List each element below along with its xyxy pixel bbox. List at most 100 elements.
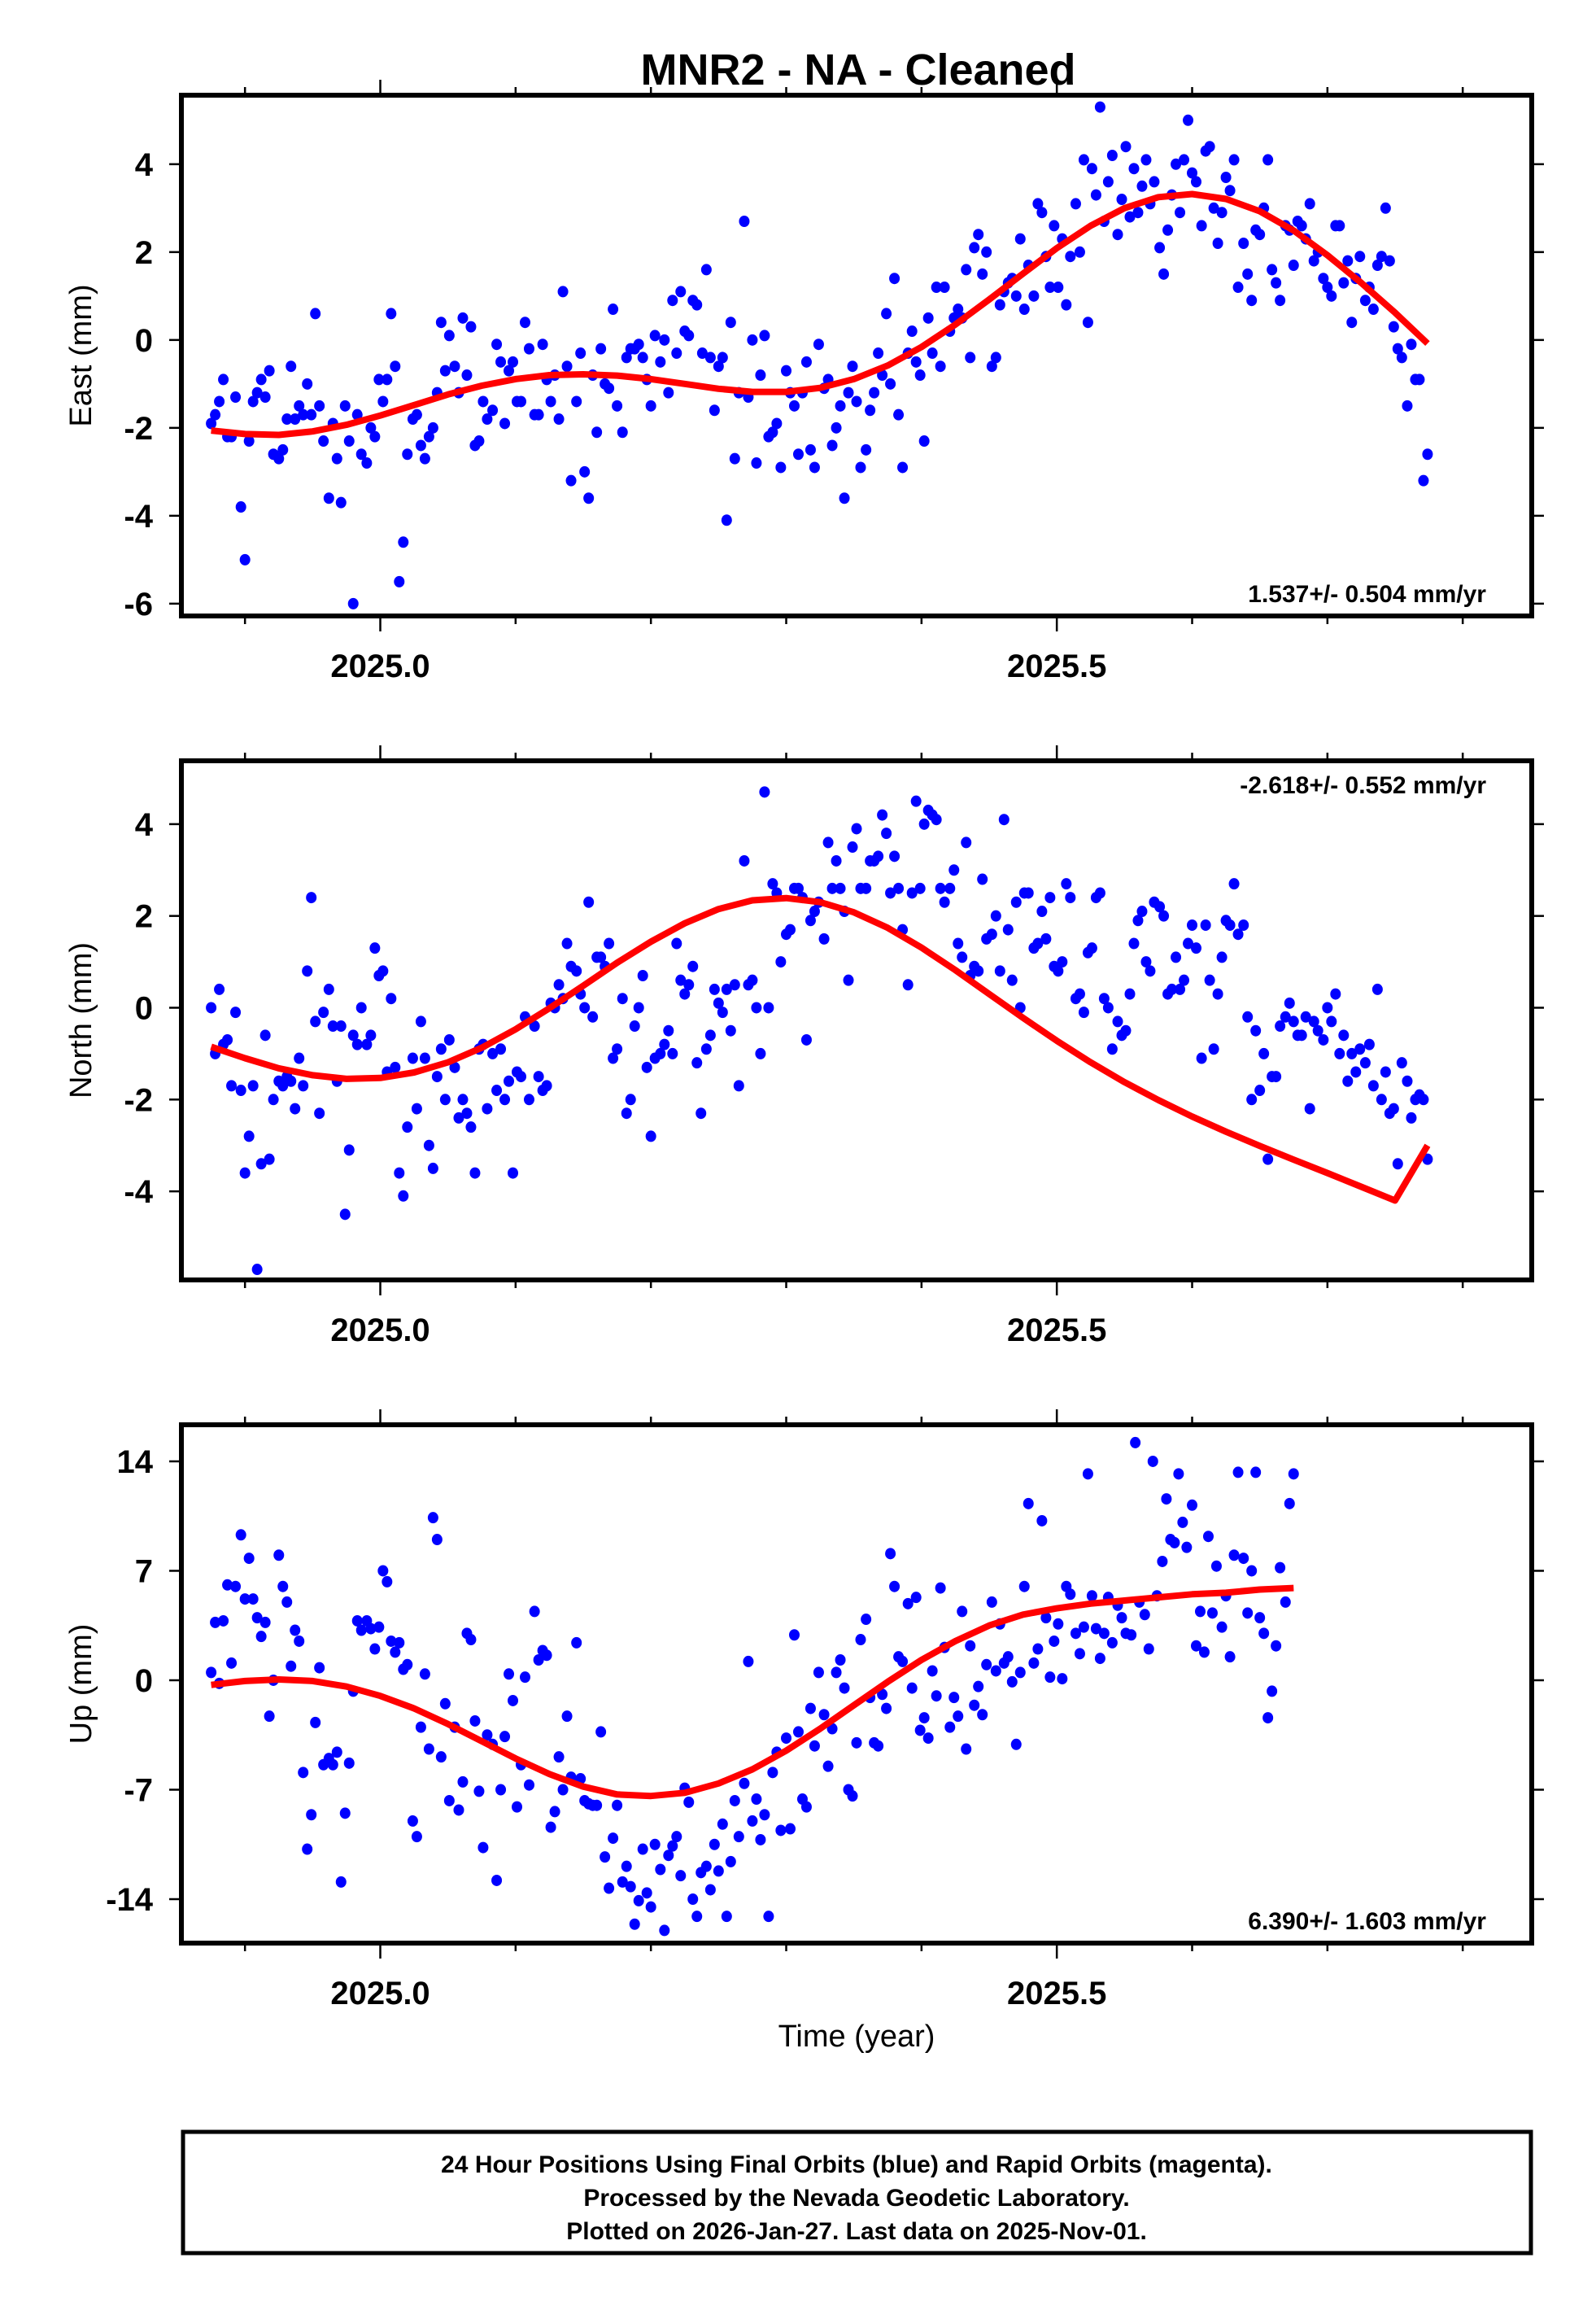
data-point: [965, 1640, 976, 1652]
data-point: [264, 365, 275, 377]
y-tick-label: 4: [135, 807, 154, 843]
data-point: [1128, 163, 1140, 175]
data-point: [939, 896, 950, 908]
data-point: [1376, 251, 1387, 263]
data-point: [286, 360, 297, 373]
data-point: [477, 1841, 489, 1854]
data-point: [1200, 919, 1211, 931]
data-point: [717, 1818, 728, 1830]
data-point: [885, 887, 896, 899]
data-point: [306, 892, 317, 904]
data-point: [335, 496, 347, 509]
data-point: [1216, 207, 1228, 219]
north-plot-area: [206, 786, 1433, 1276]
data-point: [571, 965, 582, 977]
data-point: [831, 854, 842, 867]
north-y-axis-label: North (mm): [64, 942, 98, 1098]
data-point: [1250, 1466, 1262, 1478]
data-point: [1187, 167, 1198, 179]
data-point: [294, 1052, 305, 1064]
data-point: [998, 814, 1009, 826]
up-rate-label: 6.390+/- 1.603 mm/yr: [1248, 1908, 1486, 1935]
data-point: [1346, 1047, 1358, 1059]
data-point: [1342, 255, 1354, 267]
data-point: [637, 352, 648, 364]
data-point: [914, 369, 926, 382]
data-point: [415, 1721, 426, 1733]
data-point: [1078, 154, 1089, 166]
data-point: [1284, 997, 1295, 1009]
data-point: [671, 347, 682, 360]
y-tick-label: -2: [124, 1082, 153, 1118]
data-point: [713, 360, 724, 373]
data-point: [612, 1043, 623, 1055]
data-point: [302, 965, 313, 977]
data-point: [755, 369, 766, 382]
data-point: [881, 828, 892, 840]
data-point: [655, 1047, 666, 1059]
data-point: [339, 1208, 351, 1221]
data-point: [1254, 1085, 1266, 1097]
data-point: [519, 1671, 530, 1684]
data-point: [910, 356, 922, 368]
data-point: [939, 282, 950, 294]
data-point: [1204, 974, 1215, 986]
data-point: [902, 979, 914, 991]
data-point: [649, 1838, 661, 1850]
data-point: [700, 264, 712, 276]
x-tick-label: 2025.5: [1007, 1312, 1106, 1348]
data-point: [411, 408, 422, 421]
data-point: [931, 1690, 942, 1702]
data-point: [1006, 1675, 1018, 1688]
data-point: [775, 956, 787, 968]
data-point: [1242, 268, 1254, 280]
data-point: [294, 1635, 305, 1647]
footer-box: 24 Hour Positions Using Final Orbits (bl…: [181, 2129, 1533, 2256]
data-point: [523, 343, 534, 355]
data-point: [1078, 1007, 1089, 1019]
data-point: [751, 1002, 762, 1014]
data-point: [973, 965, 984, 977]
data-point: [847, 1790, 858, 1802]
data-point: [1380, 1066, 1391, 1078]
data-point: [1040, 932, 1052, 945]
data-point: [835, 882, 846, 894]
data-point: [1086, 1590, 1097, 1602]
data-point: [747, 974, 758, 986]
data-point: [1422, 448, 1433, 461]
east-plot-area: [206, 101, 1433, 609]
data-point: [813, 1666, 824, 1679]
data-point: [835, 400, 846, 412]
x-tick-label: 2025.5: [1007, 1976, 1106, 2011]
data-point: [1074, 988, 1085, 1000]
data-point: [579, 465, 591, 478]
data-point: [813, 338, 824, 351]
data-point: [659, 334, 670, 346]
data-point: [1049, 1635, 1060, 1647]
data-point: [1246, 295, 1258, 307]
data-point: [259, 1616, 271, 1628]
data-point: [382, 373, 393, 386]
data-point: [1232, 282, 1244, 294]
data-point: [529, 1605, 540, 1618]
data-point: [1161, 1493, 1172, 1505]
data-point: [822, 1760, 834, 1772]
data-point: [247, 1593, 259, 1605]
data-point: [235, 1529, 246, 1541]
data-point: [1082, 1468, 1093, 1480]
data-point: [1367, 304, 1379, 316]
data-point: [1086, 163, 1097, 175]
data-point: [561, 937, 573, 950]
data-point: [826, 882, 838, 894]
data-point: [1124, 211, 1136, 223]
data-point: [1326, 290, 1337, 302]
data-point: [1053, 965, 1064, 977]
data-point: [809, 1740, 820, 1752]
data-point: [512, 1801, 523, 1813]
data-point: [1154, 901, 1166, 913]
data-point: [1149, 176, 1160, 188]
data-point: [1322, 282, 1333, 294]
data-point: [663, 1850, 674, 1862]
y-tick-label: -7: [124, 1772, 153, 1808]
data-point: [1216, 1621, 1228, 1633]
